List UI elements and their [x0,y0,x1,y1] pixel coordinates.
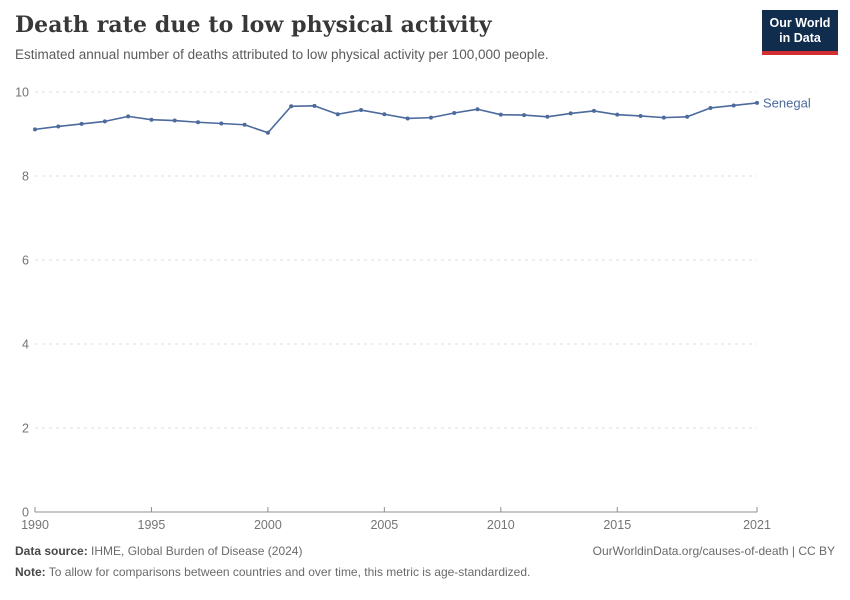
y-axis-tick-label: 10 [15,86,29,100]
data-point[interactable] [149,117,154,122]
x-axis-tick-label: 1995 [138,518,166,532]
data-point[interactable] [731,103,736,108]
x-axis-tick-label: 2000 [254,518,282,532]
data-point[interactable] [242,122,247,127]
x-axis-tick-label: 1990 [21,518,49,532]
x-axis-tick-label: 2015 [603,518,631,532]
series-line[interactable] [34,102,758,134]
data-point[interactable] [196,120,201,125]
data-source-label: Data source: [15,544,88,558]
data-point[interactable] [498,112,503,117]
data-point[interactable] [335,112,340,117]
y-axis-tick-label: 6 [22,254,29,268]
data-point[interactable] [568,111,573,116]
y-axis-tick-label: 8 [22,170,29,184]
data-point[interactable] [428,115,433,120]
chart-subtitle: Estimated annual number of deaths attrib… [15,47,549,62]
data-point[interactable] [382,112,387,117]
owid-logo-line1: Our World [769,16,831,30]
data-source: Data source: IHME, Global Burden of Dise… [15,544,302,558]
data-point[interactable] [102,119,107,124]
data-point[interactable] [545,114,550,119]
data-point[interactable] [219,121,224,126]
data-point[interactable] [172,118,177,123]
y-axis-tick-label: 2 [22,422,29,436]
note-label: Note: [15,565,46,579]
data-point[interactable] [312,103,317,108]
data-point[interactable] [708,105,713,110]
data-point[interactable] [405,116,410,121]
y-axis-tick-label: 4 [22,338,29,352]
x-axis-tick-label: 2010 [487,518,515,532]
owid-citation-link[interactable]: OurWorldinData.org/causes-of-death | CC … [592,544,835,558]
x-axis-tick-label: 2021 [743,518,771,532]
chart-svg: 0 2 4 6 8 10 1990 1995 2000 2005 2010 2015 2021 Seneg… [15,86,811,533]
chart-footer: Data source: IHME, Global Burden of Dise… [15,544,835,579]
data-point[interactable] [475,107,480,112]
data-point[interactable] [685,114,690,119]
data-point[interactable] [755,100,759,105]
data-point[interactable] [126,114,131,119]
chart-header: Death rate due to low physical activity … [15,12,835,62]
owid-logo[interactable]: Our World in Data [762,10,838,55]
data-point[interactable] [33,127,37,132]
x-axis-tick-label: 2005 [370,518,398,532]
note: Note: To allow for comparisons between c… [15,565,835,579]
data-point[interactable] [265,130,270,135]
data-point[interactable] [638,113,643,118]
data-point[interactable] [359,108,364,113]
data-point[interactable] [289,104,294,109]
data-point[interactable] [522,113,527,118]
page-title: Death rate due to low physical activity [15,12,492,38]
y-axis-tick-label: 0 [22,506,29,520]
note-value: To allow for comparisons between countri… [45,565,531,579]
owid-logo-line2: in Data [779,31,821,45]
data-point[interactable] [661,115,666,120]
data-point[interactable] [591,108,596,113]
series-end-label[interactable]: Senegal [763,95,811,110]
line-chart: 0 2 4 6 8 10 1990 1995 2000 2005 2010 2015 2021 Seneg… [0,80,850,540]
data-point[interactable] [615,112,620,117]
data-point[interactable] [79,121,84,126]
data-source-value: IHME, Global Burden of Disease (2024) [87,544,303,558]
data-point[interactable] [452,111,457,115]
data-point[interactable] [56,124,61,129]
